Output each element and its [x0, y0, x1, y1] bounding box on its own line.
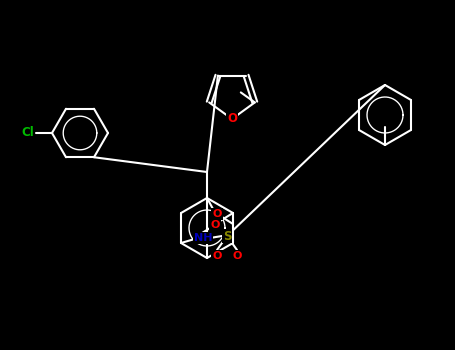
Text: O: O: [210, 220, 220, 230]
Text: O: O: [227, 112, 237, 126]
Text: Cl: Cl: [22, 126, 35, 140]
Text: O: O: [233, 251, 242, 261]
Text: NH: NH: [194, 233, 212, 243]
Text: O: O: [212, 251, 222, 261]
Text: S: S: [223, 230, 231, 243]
Text: O: O: [212, 209, 222, 219]
